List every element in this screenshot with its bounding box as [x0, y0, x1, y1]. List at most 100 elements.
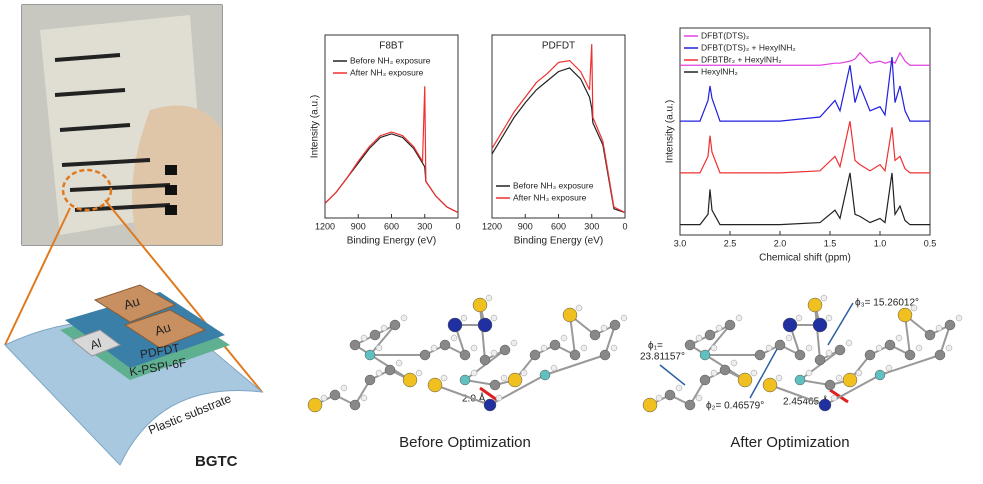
x-tick-label: 900 — [518, 221, 533, 231]
x-tick-label: 300 — [417, 221, 432, 231]
hydrogen — [845, 339, 853, 347]
atom — [329, 389, 341, 401]
atom — [349, 339, 361, 351]
atom — [874, 369, 886, 381]
caption: After Optimization — [730, 434, 849, 451]
hydrogen — [520, 369, 528, 377]
atom — [824, 379, 836, 391]
atom — [562, 307, 578, 323]
hydrogen — [825, 349, 833, 357]
atom — [699, 374, 711, 386]
bond — [689, 344, 746, 381]
au-electrode — [93, 284, 177, 323]
atom — [719, 364, 731, 376]
legend-label: DFBT(DTS)₂ + HexylNH₂ — [701, 42, 796, 52]
molecule — [642, 294, 963, 413]
au-electrode — [123, 309, 207, 349]
atom — [549, 339, 561, 351]
atom — [447, 317, 463, 333]
x-tick-label: 1200 — [315, 221, 335, 231]
atom — [364, 349, 376, 361]
legend-label: After NH₃ exposure — [513, 192, 587, 202]
gate-label: Al — [89, 336, 103, 353]
x-tick-label: 1.0 — [874, 238, 887, 248]
atom — [539, 369, 551, 381]
bond — [369, 324, 396, 356]
pad — [165, 185, 177, 195]
hydrogen — [395, 359, 403, 367]
atom — [459, 349, 471, 361]
atom — [389, 319, 401, 331]
atom — [724, 319, 736, 331]
pad — [165, 165, 177, 175]
atom — [684, 339, 696, 351]
hydrogen — [910, 304, 918, 312]
hydrogen — [340, 384, 348, 392]
atom — [307, 397, 323, 413]
x-tick-label: 0 — [622, 221, 627, 231]
series-line — [680, 51, 930, 66]
bond — [769, 384, 826, 406]
atom — [569, 349, 581, 361]
annotation: 23.81157° — [640, 352, 685, 363]
highlight-circle — [61, 168, 113, 212]
chart-title: PDFDT — [542, 41, 575, 52]
hydrogen — [485, 294, 493, 302]
hydrogen — [775, 374, 783, 382]
atom — [754, 349, 766, 361]
atom — [834, 344, 846, 356]
atom — [483, 398, 497, 412]
annotation: ϕ₃= 15.26012° — [855, 298, 919, 309]
atom — [737, 372, 753, 388]
atom — [479, 354, 491, 366]
hydrogen — [730, 359, 738, 367]
x-axis-label: Chemical shift (ppm) — [759, 253, 851, 264]
x-tick-label: 300 — [584, 221, 599, 231]
bond — [544, 354, 606, 376]
atom — [818, 398, 832, 412]
hydrogen — [550, 364, 558, 372]
hydrogen — [575, 304, 583, 312]
x-axis-label: Binding Energy (eV) — [514, 236, 604, 247]
molecule — [307, 294, 628, 413]
atom — [897, 307, 913, 323]
hydrogen — [500, 374, 508, 382]
plot-frame — [324, 34, 459, 219]
atom — [814, 354, 826, 366]
hydrogen — [450, 334, 458, 342]
chart-title: F8BT — [379, 41, 403, 52]
hydrogen — [675, 384, 683, 392]
al-gate — [70, 329, 122, 357]
atom — [884, 339, 896, 351]
substrate — [4, 320, 264, 466]
bond — [354, 344, 411, 381]
x-tick-label: 0.5 — [924, 238, 937, 248]
bond — [939, 324, 951, 356]
atom — [684, 399, 696, 411]
x-tick-label: 600 — [384, 221, 399, 231]
legend-label: DFBTBr₂ + HexylNH₂ — [701, 54, 782, 64]
hydrogen — [400, 314, 408, 322]
atom — [349, 399, 361, 411]
bond — [604, 324, 616, 356]
pointer-arrows — [659, 302, 854, 399]
hydrogen — [470, 344, 478, 352]
hydrogen — [655, 394, 663, 402]
atom — [704, 329, 716, 341]
hydrogen — [915, 344, 923, 352]
x-tick-label: 900 — [351, 221, 366, 231]
hydrogen — [360, 394, 368, 402]
atom — [427, 377, 443, 393]
annotation: ϕ₂= 0.46579° — [706, 401, 764, 412]
atom — [934, 349, 946, 361]
hydrogen — [710, 344, 718, 352]
zoom-line — [4, 207, 71, 346]
atom — [842, 372, 858, 388]
hydrogen — [885, 364, 893, 372]
hydrogen — [375, 369, 383, 377]
atom — [477, 317, 493, 333]
hydrogen — [805, 369, 813, 377]
photo — [21, 4, 223, 246]
bond — [479, 304, 486, 361]
